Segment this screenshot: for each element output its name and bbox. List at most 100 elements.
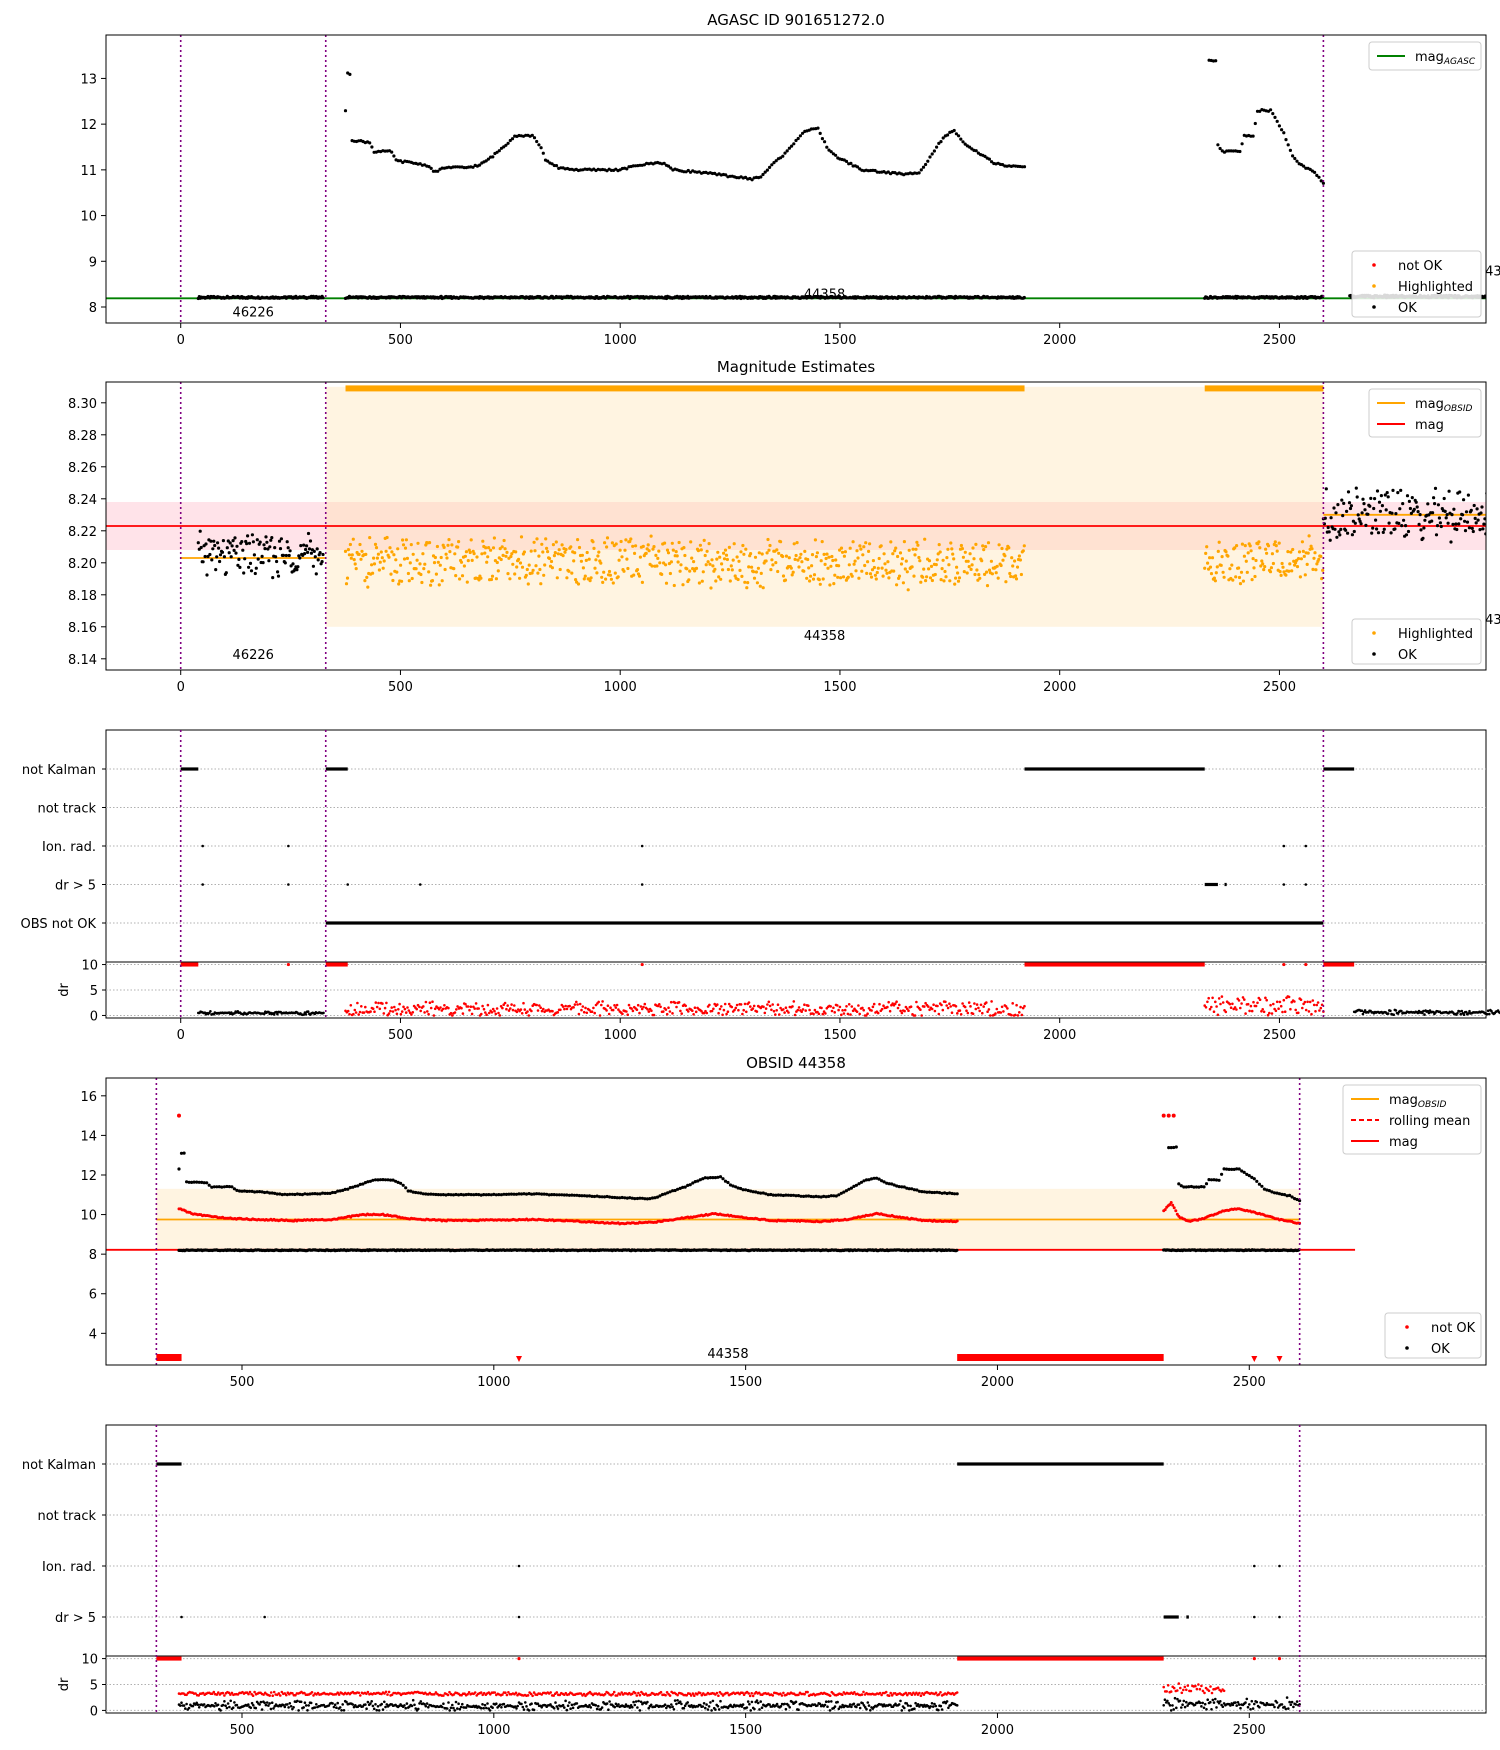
flag-range: [156, 1462, 182, 1466]
flag-range: [1224, 882, 1227, 887]
flag-label: Ion. rad.: [42, 840, 96, 855]
rolling-mean-points: [177, 1201, 1302, 1226]
x-tick-label: 500: [230, 1723, 255, 1738]
dr-clipped-point: [517, 1656, 521, 1661]
flag-range: [180, 767, 199, 771]
x-tick-label: 2000: [981, 1375, 1014, 1390]
legend-label: OK: [1431, 1342, 1450, 1357]
obsid-label: 43336: [1485, 264, 1500, 279]
legend-label: magAGASC: [1415, 50, 1476, 67]
dr-clipped-point: [1304, 962, 1308, 967]
obsid-label: 43336: [1485, 613, 1500, 628]
highlighted-clipped-points: [345, 385, 1025, 392]
legend-label: Highlighted: [1398, 280, 1473, 295]
dr-tick-label: 5: [90, 984, 98, 999]
dr-axis-label: dr: [57, 983, 72, 997]
x-tick-label: 0: [177, 680, 185, 695]
chart-title: AGASC ID 901651272.0: [707, 11, 885, 29]
flag-point: [1304, 844, 1308, 848]
y-tick-label: 8.24: [68, 493, 97, 508]
flag-label: not track: [37, 802, 96, 817]
x-tick-label: 2000: [1043, 333, 1076, 348]
flag-label: OBS not OK: [21, 917, 97, 932]
axes-frame: [105, 1424, 1487, 1714]
series-ok-points: [1162, 1248, 1301, 1253]
legend-point-swatch: [1372, 284, 1376, 288]
flag-range: [1204, 882, 1218, 887]
x-tick-label: 2500: [1233, 1723, 1266, 1738]
legend-frame: [1351, 618, 1482, 665]
y-tick-label: 8.14: [68, 653, 97, 668]
dr-axis-label: dr: [57, 1677, 72, 1691]
legend-label-main: mag: [1389, 1093, 1418, 1108]
legend: Highlighted OK: [1351, 618, 1482, 665]
panel-p1: 8 9 10 11 12 13 0 500 1000 1500 2000 2500 AGASC ID 9…: [80, 11, 1500, 348]
legend: not OK Highlighted OK: [1351, 250, 1482, 318]
legend-label-subscript: OBSID: [1418, 1100, 1447, 1110]
flag-point: [263, 1615, 266, 1619]
flag-label: not track: [37, 1509, 96, 1524]
dr-clipped-range: [1323, 962, 1355, 967]
flag-point: [1278, 1615, 1281, 1619]
legend: magAGASC: [1368, 41, 1482, 71]
flag-range: [325, 767, 348, 771]
x-tick-label: 500: [388, 333, 413, 348]
legend-label-main: mag: [1415, 50, 1444, 65]
not-ok-below-range-points: [156, 1354, 182, 1361]
dr-clipped-range: [180, 962, 199, 967]
legend-label: OK: [1398, 301, 1417, 316]
flag-point: [1253, 1615, 1256, 1619]
not-ok-below-range-marker: [515, 1356, 522, 1362]
legend-frame: [1384, 1312, 1482, 1359]
dr-ok-points: [197, 1009, 325, 1017]
flag-range: [1163, 1615, 1179, 1619]
flag-point: [201, 844, 204, 848]
x-tick-label: 1000: [604, 680, 637, 695]
obsid-label: 44358: [804, 629, 845, 644]
dr-clipped-point: [640, 962, 644, 967]
flag-point: [1253, 1564, 1256, 1568]
y-tick-label: 12: [80, 1169, 97, 1184]
legend-label-main: rolling mean: [1389, 1114, 1470, 1129]
flag-label: not Kalman: [22, 763, 96, 778]
flag-label: Ion. rad.: [42, 1560, 96, 1575]
dr-clipped-range: [1024, 962, 1205, 967]
legend-point-swatch: [1372, 305, 1376, 309]
dr-ok-points: [177, 1698, 959, 1712]
series-ok-points: [177, 1248, 959, 1253]
panel-p3: not Kalman not track Ion. rad. dr > 5 OBS no…: [21, 729, 1500, 1043]
highlighted-clipped-points: [1204, 385, 1324, 392]
axes-frame: [105, 1077, 1487, 1366]
x-tick-label: 500: [230, 1375, 255, 1390]
x-tick-label: 1000: [477, 1375, 510, 1390]
legend-point-swatch: [1405, 1346, 1409, 1350]
flag-point: [640, 883, 644, 886]
flag-point: [1282, 883, 1286, 886]
dr-clipped-point: [1282, 962, 1286, 967]
flag-label: not Kalman: [22, 1458, 96, 1473]
x-tick-label: 2000: [981, 1723, 1014, 1738]
dr-clipped-point: [286, 962, 290, 967]
dr-tick-label: 0: [90, 1704, 98, 1719]
y-tick-label: 8: [89, 1248, 97, 1263]
series-ok-points: [196, 529, 325, 580]
flag-point: [1282, 844, 1286, 848]
not-ok-below-range-points: [957, 1354, 1164, 1361]
legend-point-swatch: [1372, 631, 1376, 635]
x-tick-label: 2500: [1263, 333, 1296, 348]
not-ok-below-range-marker: [1276, 1356, 1283, 1362]
y-tick-label: 8.26: [68, 461, 97, 476]
series-ok-points: [196, 294, 325, 301]
legend-label: magOBSID: [1415, 397, 1473, 414]
y-tick-label: 9: [89, 255, 97, 270]
y-tick-label: 8.16: [68, 621, 97, 636]
x-tick-label: 1000: [604, 1028, 637, 1043]
legend-label-main: mag: [1415, 397, 1444, 412]
flag-point: [180, 1615, 183, 1619]
x-tick-label: 1500: [823, 1028, 856, 1043]
x-tick-label: 1500: [729, 1723, 762, 1738]
flag-point: [517, 1564, 521, 1568]
plot-area: [106, 382, 1486, 670]
